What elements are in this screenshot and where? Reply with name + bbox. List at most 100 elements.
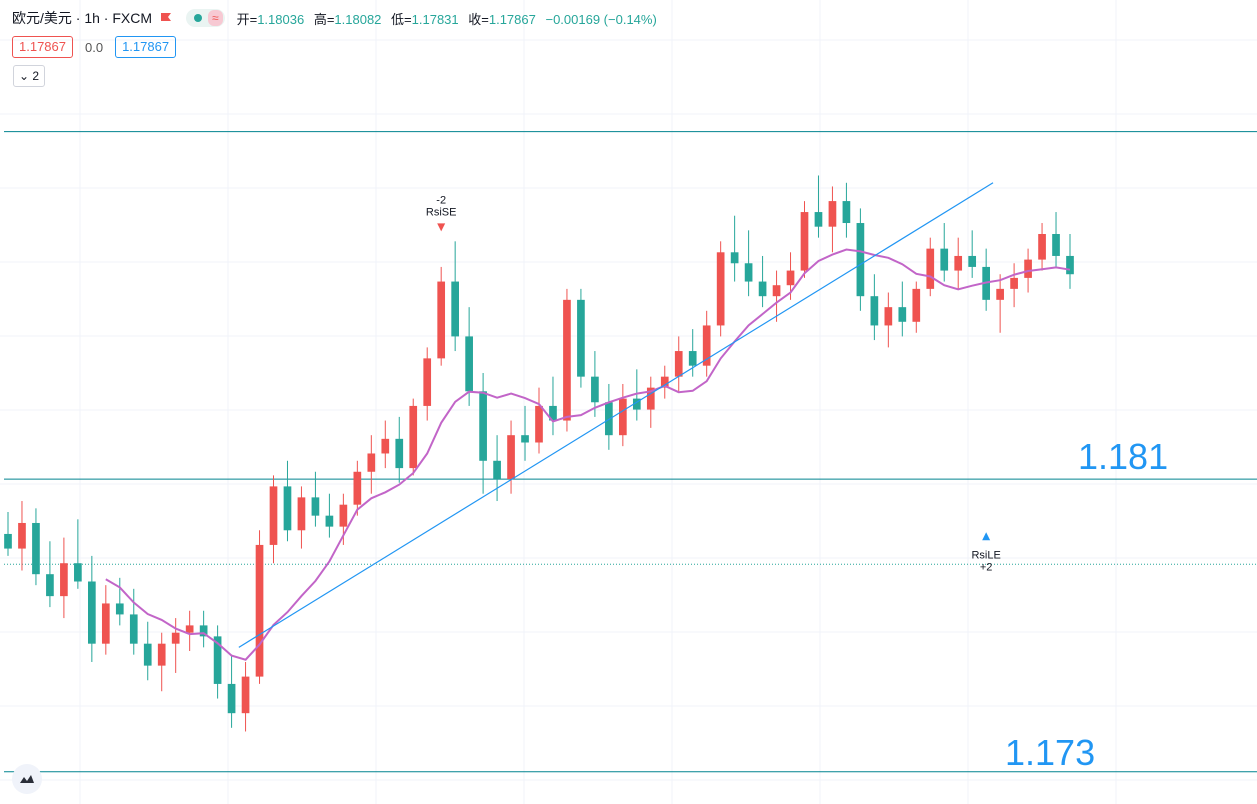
level-label-upper: 1.181 bbox=[1078, 436, 1169, 477]
open-value: 1.18036 bbox=[257, 11, 305, 27]
level-label-lower: 1.173 bbox=[1005, 732, 1096, 773]
candle-body bbox=[716, 252, 725, 326]
candle-body bbox=[185, 625, 194, 633]
candle-body bbox=[367, 453, 376, 472]
buy-button[interactable]: 1.17867 bbox=[115, 36, 177, 58]
candle-body bbox=[311, 497, 320, 516]
candle-body bbox=[758, 281, 767, 297]
candle-body bbox=[18, 522, 26, 549]
signal-buy-label: RsiLE bbox=[971, 549, 1000, 561]
candle-body bbox=[856, 223, 865, 297]
candle-body bbox=[842, 201, 851, 224]
wave-icon: ≈ bbox=[208, 10, 223, 26]
sell-button[interactable]: 1.17867 bbox=[12, 36, 73, 58]
candle-body bbox=[674, 351, 683, 377]
candle-body bbox=[1052, 234, 1060, 256]
candle-body bbox=[283, 486, 292, 531]
candle-body bbox=[870, 296, 879, 326]
candle-body bbox=[996, 288, 1004, 300]
candle-body bbox=[535, 405, 543, 443]
candle-body bbox=[60, 563, 68, 597]
status-dot-icon bbox=[194, 14, 203, 22]
candle-body bbox=[353, 471, 362, 505]
close-value: 1.17867 bbox=[488, 11, 536, 27]
candle-body bbox=[884, 307, 893, 326]
candle-body bbox=[577, 299, 585, 377]
buy-arrow-icon bbox=[982, 532, 991, 541]
candle-body bbox=[828, 201, 837, 227]
candle-body bbox=[688, 351, 697, 366]
candle-body bbox=[926, 248, 935, 289]
candle-body bbox=[409, 405, 418, 469]
candle-body bbox=[549, 405, 557, 421]
moving-average-line bbox=[105, 248, 1071, 661]
candle-body bbox=[101, 603, 110, 644]
candle-body bbox=[1038, 234, 1046, 260]
flag-icon[interactable] bbox=[160, 12, 172, 24]
candle-body bbox=[521, 435, 529, 443]
candle-body bbox=[437, 281, 446, 359]
candle-body bbox=[241, 676, 250, 714]
chevron-down-icon: ⌄ bbox=[18, 69, 33, 83]
signal-sell-qty: -2 bbox=[436, 194, 446, 206]
low-value: 1.17831 bbox=[411, 11, 459, 27]
chart-legend: 欧元/美元 · 1h · FXCM ≈ 开=1.18036 高=1.18082 … bbox=[12, 8, 663, 28]
indicator-toggle-button[interactable]: ⌄ 2 bbox=[13, 65, 45, 87]
candle-body bbox=[1010, 277, 1018, 289]
candle-body bbox=[423, 358, 432, 406]
signal-sell-label: RsiSE bbox=[426, 206, 457, 218]
candle-body bbox=[814, 212, 823, 227]
candle-body bbox=[563, 299, 571, 421]
candle-body bbox=[297, 497, 306, 531]
candle-body bbox=[632, 398, 641, 410]
tradingview-logo-icon[interactable] bbox=[12, 764, 42, 794]
candle-body bbox=[618, 398, 627, 436]
candle-body bbox=[269, 486, 278, 545]
trade-panel: 1.17867 0.0 1.17867 bbox=[12, 36, 177, 58]
candle-body bbox=[800, 212, 809, 271]
candle-body bbox=[1024, 259, 1032, 278]
candle-body bbox=[157, 643, 166, 666]
candle-body bbox=[493, 460, 501, 480]
signal-buy-qty: +2 bbox=[980, 561, 993, 573]
high-value: 1.18082 bbox=[334, 11, 382, 27]
candle-body bbox=[46, 574, 54, 597]
spread-value: 0.0 bbox=[85, 39, 104, 55]
candle-body bbox=[143, 643, 152, 666]
candle-body bbox=[912, 288, 921, 322]
candle-body bbox=[74, 563, 82, 582]
candle-body bbox=[339, 504, 348, 527]
trendline bbox=[238, 182, 994, 648]
sell-arrow-icon bbox=[437, 223, 446, 232]
candle-body bbox=[395, 438, 404, 469]
candle-body bbox=[115, 603, 124, 615]
candle-body bbox=[129, 614, 138, 644]
candle-body bbox=[772, 285, 781, 297]
candle-body bbox=[171, 632, 180, 644]
candle-body bbox=[507, 435, 515, 480]
candle-body bbox=[660, 376, 669, 388]
candle-body bbox=[940, 248, 949, 271]
candle-body bbox=[1066, 255, 1074, 275]
candle-body bbox=[451, 281, 460, 337]
candle-body bbox=[381, 438, 390, 454]
candle-body bbox=[87, 581, 96, 644]
candle-body bbox=[32, 522, 40, 575]
candle-body bbox=[4, 533, 12, 549]
candle-body bbox=[213, 636, 222, 684]
candle-body bbox=[702, 325, 711, 366]
candle-body bbox=[465, 336, 473, 392]
candle-body bbox=[954, 255, 963, 271]
candle-body bbox=[786, 270, 795, 286]
candle-body bbox=[646, 387, 655, 410]
candle-body bbox=[591, 376, 599, 403]
candle-body bbox=[730, 252, 739, 264]
candle-body bbox=[968, 255, 977, 267]
symbol-title[interactable]: 欧元/美元 · 1h · FXCM bbox=[12, 10, 153, 26]
candle-body bbox=[325, 515, 334, 527]
change-value: −0.00169 (−0.14%) bbox=[545, 11, 657, 27]
market-status-pill[interactable]: ≈ bbox=[186, 9, 225, 27]
candle-body bbox=[255, 544, 264, 677]
ohlc-values: 开=1.18036 高=1.18082 低=1.17831 收=1.17867 … bbox=[236, 11, 657, 27]
